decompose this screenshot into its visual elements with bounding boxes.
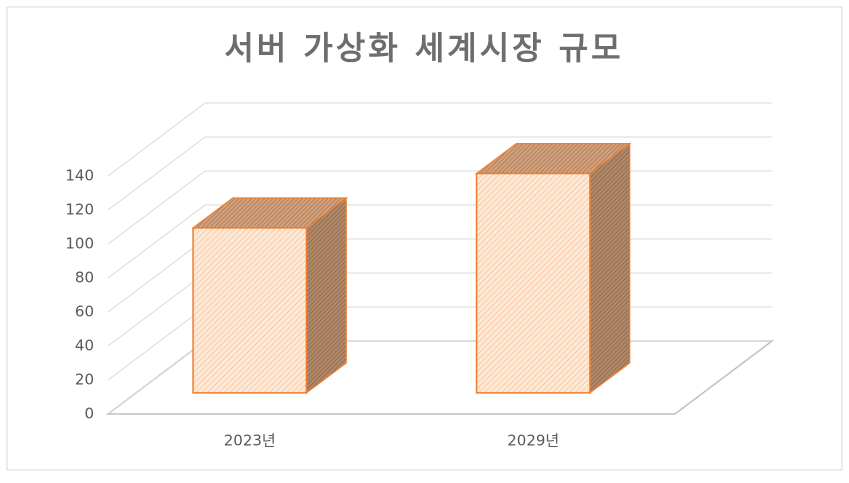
chart-title: 서버 가상화 세계시장 규모 — [224, 29, 623, 67]
bar-side — [589, 142, 631, 395]
y-tick-label: 140 — [65, 167, 94, 185]
bar — [475, 172, 591, 394]
x-tick-label: 2023년 — [224, 432, 276, 450]
y-tick-label: 60 — [75, 303, 94, 321]
y-tick-label: 40 — [75, 337, 94, 355]
y-tick-label: 20 — [75, 371, 94, 389]
y-tick-label: 80 — [75, 269, 94, 287]
grid-line — [107, 102, 772, 177]
y-tick-label: 100 — [65, 235, 94, 253]
bar-side — [305, 196, 347, 395]
y-tick-label: 0 — [84, 405, 94, 423]
x-tick-label: 2029년 — [507, 432, 559, 450]
bar — [192, 227, 308, 394]
grid-line — [107, 136, 772, 211]
y-tick-label: 120 — [65, 201, 94, 219]
